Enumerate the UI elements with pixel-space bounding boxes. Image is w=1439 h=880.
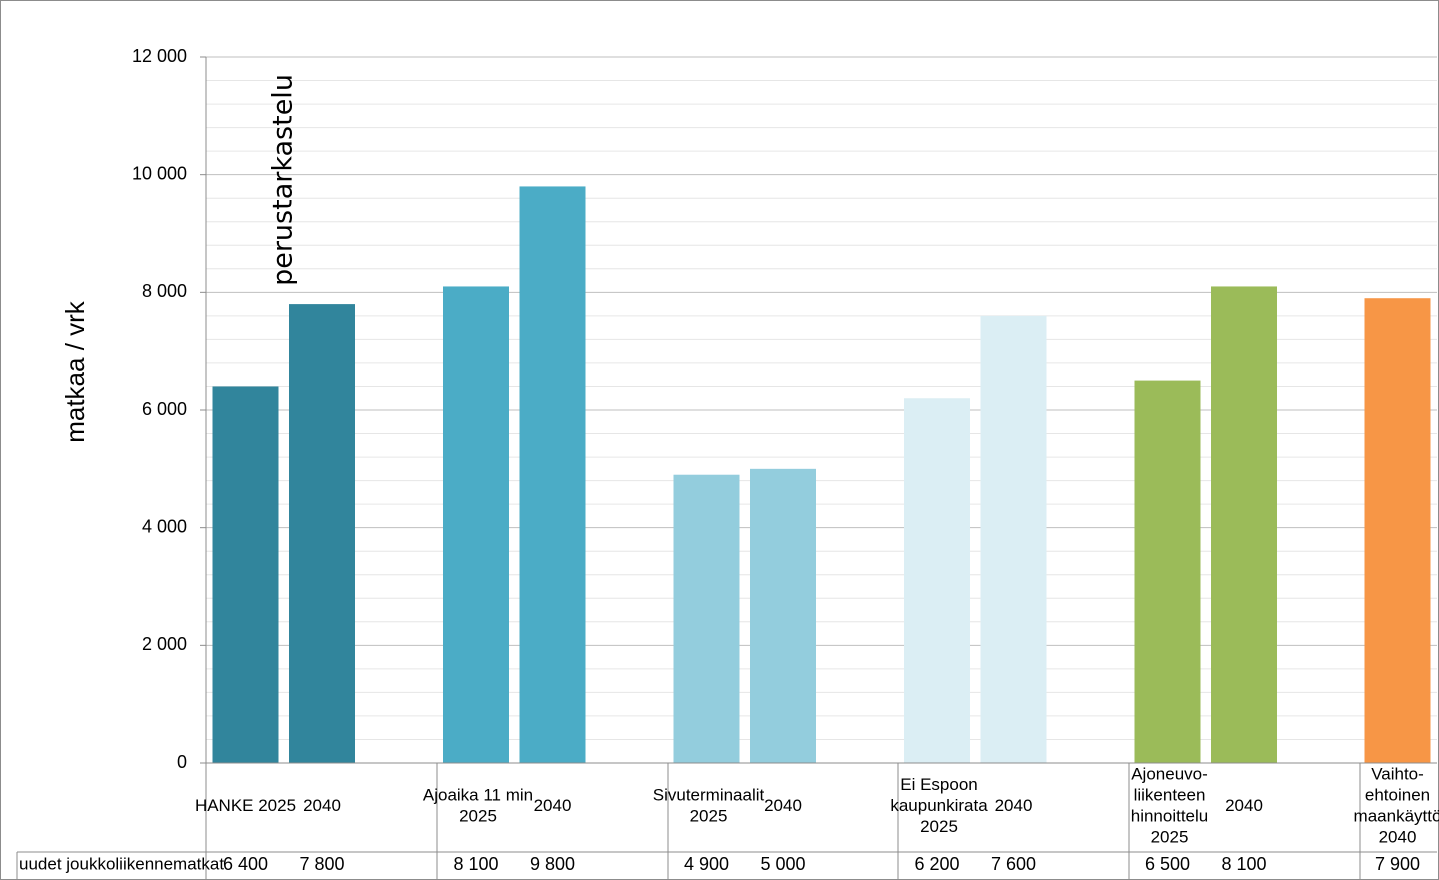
- category-label-line: Sivuterminaalit: [653, 786, 765, 805]
- category-label-line: maankäyttö: [1354, 807, 1439, 826]
- category-label-line: ehtoinen: [1365, 786, 1430, 805]
- y-tick-label: 4 000: [142, 516, 187, 536]
- category-label: 2040: [1225, 796, 1263, 815]
- y-axis-label: matkaa / vrk: [60, 300, 90, 443]
- category-label: Ei Espoon kaupunkirata 2025: [890, 775, 988, 836]
- table-row-label: uudet joukkoliikennematkat: [19, 854, 224, 873]
- bar: [1211, 286, 1277, 763]
- category-label-line: 2025: [459, 807, 497, 826]
- data-value-label: 7 600: [991, 854, 1036, 874]
- category-label-line: 2040: [764, 796, 802, 815]
- data-value-label: 7 900: [1375, 854, 1420, 874]
- category-label: 2040: [995, 796, 1033, 815]
- annotation-perustarkastelu: perustarkastelu: [268, 74, 299, 286]
- category-label-line: Ei Espoon: [900, 775, 978, 794]
- category-label-line: 2025: [920, 817, 958, 836]
- category-label-line: Ajoneuvo-: [1131, 765, 1208, 784]
- bar: [1364, 298, 1431, 763]
- bar: [904, 398, 970, 763]
- axes: [200, 56, 1437, 880]
- category-label: Ajoneuvo-liikenteen hinnoittelu 2025: [1131, 765, 1209, 847]
- bar: [519, 186, 586, 763]
- data-value-label: 8 100: [1221, 854, 1266, 874]
- bar: [443, 286, 509, 763]
- y-tick-label: 8 000: [142, 281, 187, 301]
- bar: [980, 315, 1047, 763]
- category-label-line: 2040: [1379, 828, 1417, 847]
- data-value-label: 6 200: [914, 854, 959, 874]
- bars: [212, 186, 1431, 763]
- category-label-line: 2040: [1225, 796, 1263, 815]
- bar: [750, 468, 816, 763]
- category-label-line: Ajoaika 11 min: [423, 786, 533, 805]
- category-label: 2040: [303, 796, 341, 815]
- bar: [673, 474, 740, 763]
- category-label-line: 2040: [303, 796, 341, 815]
- data-value-label: 9 800: [530, 854, 575, 874]
- data-value-label: 8 100: [453, 854, 498, 874]
- category-label-line: 2025: [690, 807, 728, 826]
- category-label: Vaihto-ehtoinen maankäyttö 2040: [1354, 765, 1439, 847]
- bar: [212, 386, 279, 763]
- category-label-line: Vaihto-: [1371, 765, 1424, 784]
- category-label-line: 2040: [534, 796, 572, 815]
- y-tick-labels: 0 2 000 4 000 6 000 8 000 10 000 12 000: [132, 46, 187, 772]
- category-label: Ajoaika 11 min 2025: [423, 786, 533, 826]
- category-label-line: liikenteen: [1134, 786, 1206, 805]
- data-value-label: 6 400: [223, 854, 268, 874]
- y-tick-label: 10 000: [132, 163, 187, 183]
- data-value-label: 5 000: [760, 854, 805, 874]
- y-tick-label: 12 000: [132, 46, 187, 66]
- category-label: Sivuterminaalit 2025: [653, 786, 765, 826]
- category-label: 2040: [764, 796, 802, 815]
- data-value-label: 6 500: [1145, 854, 1190, 874]
- y-tick-label: 0: [177, 752, 187, 772]
- data-value-label: 4 900: [684, 854, 729, 874]
- category-label-line: hinnoittelu: [1131, 807, 1209, 826]
- y-tick-label: 2 000: [142, 634, 187, 654]
- bar: [1134, 380, 1201, 763]
- data-value-label: 7 800: [299, 854, 344, 874]
- y-tick-label: 6 000: [142, 399, 187, 419]
- category-label: HANKE 2025: [195, 796, 296, 815]
- category-label-line: kaupunkirata: [890, 796, 988, 815]
- bar: [289, 304, 355, 763]
- category-label-line: HANKE 2025: [195, 796, 296, 815]
- category-label-line: 2040: [995, 796, 1033, 815]
- category-label-line: 2025: [1151, 828, 1189, 847]
- category-label: 2040: [534, 796, 572, 815]
